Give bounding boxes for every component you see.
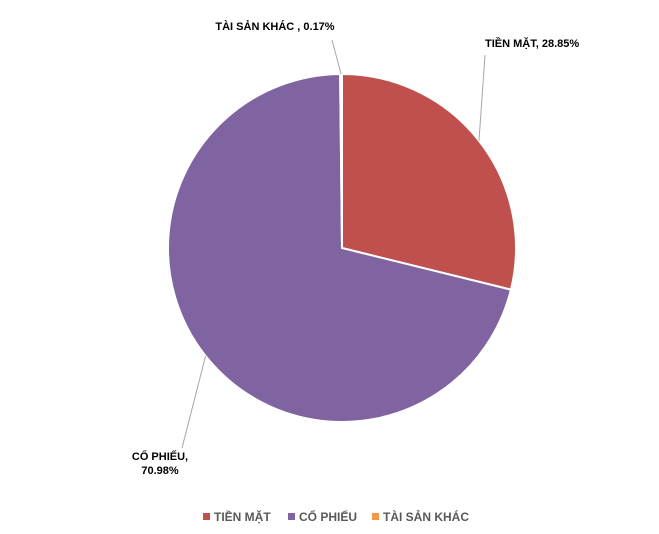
leader-line [181, 355, 207, 449]
leader-line [331, 39, 342, 75]
legend-swatch [203, 513, 210, 520]
pie-slice [341, 72, 517, 291]
legend-swatch [372, 513, 379, 520]
data-label: CỔ PHIẾU, [132, 450, 188, 463]
legend-swatch [288, 513, 295, 520]
legend-label: CỔ PHIẾU [299, 509, 357, 524]
legend-label: TIỀN MẶT [214, 509, 271, 524]
legend-label: TÀI SẢN KHÁC [383, 509, 469, 524]
leader-line [478, 54, 486, 141]
data-label: TIỀN MẶT, 28.85% [485, 37, 579, 50]
data-label: 70.98% [141, 465, 179, 477]
data-label: TÀI SẢN KHÁC , 0.17% [215, 20, 334, 33]
pie-slice [167, 72, 513, 423]
